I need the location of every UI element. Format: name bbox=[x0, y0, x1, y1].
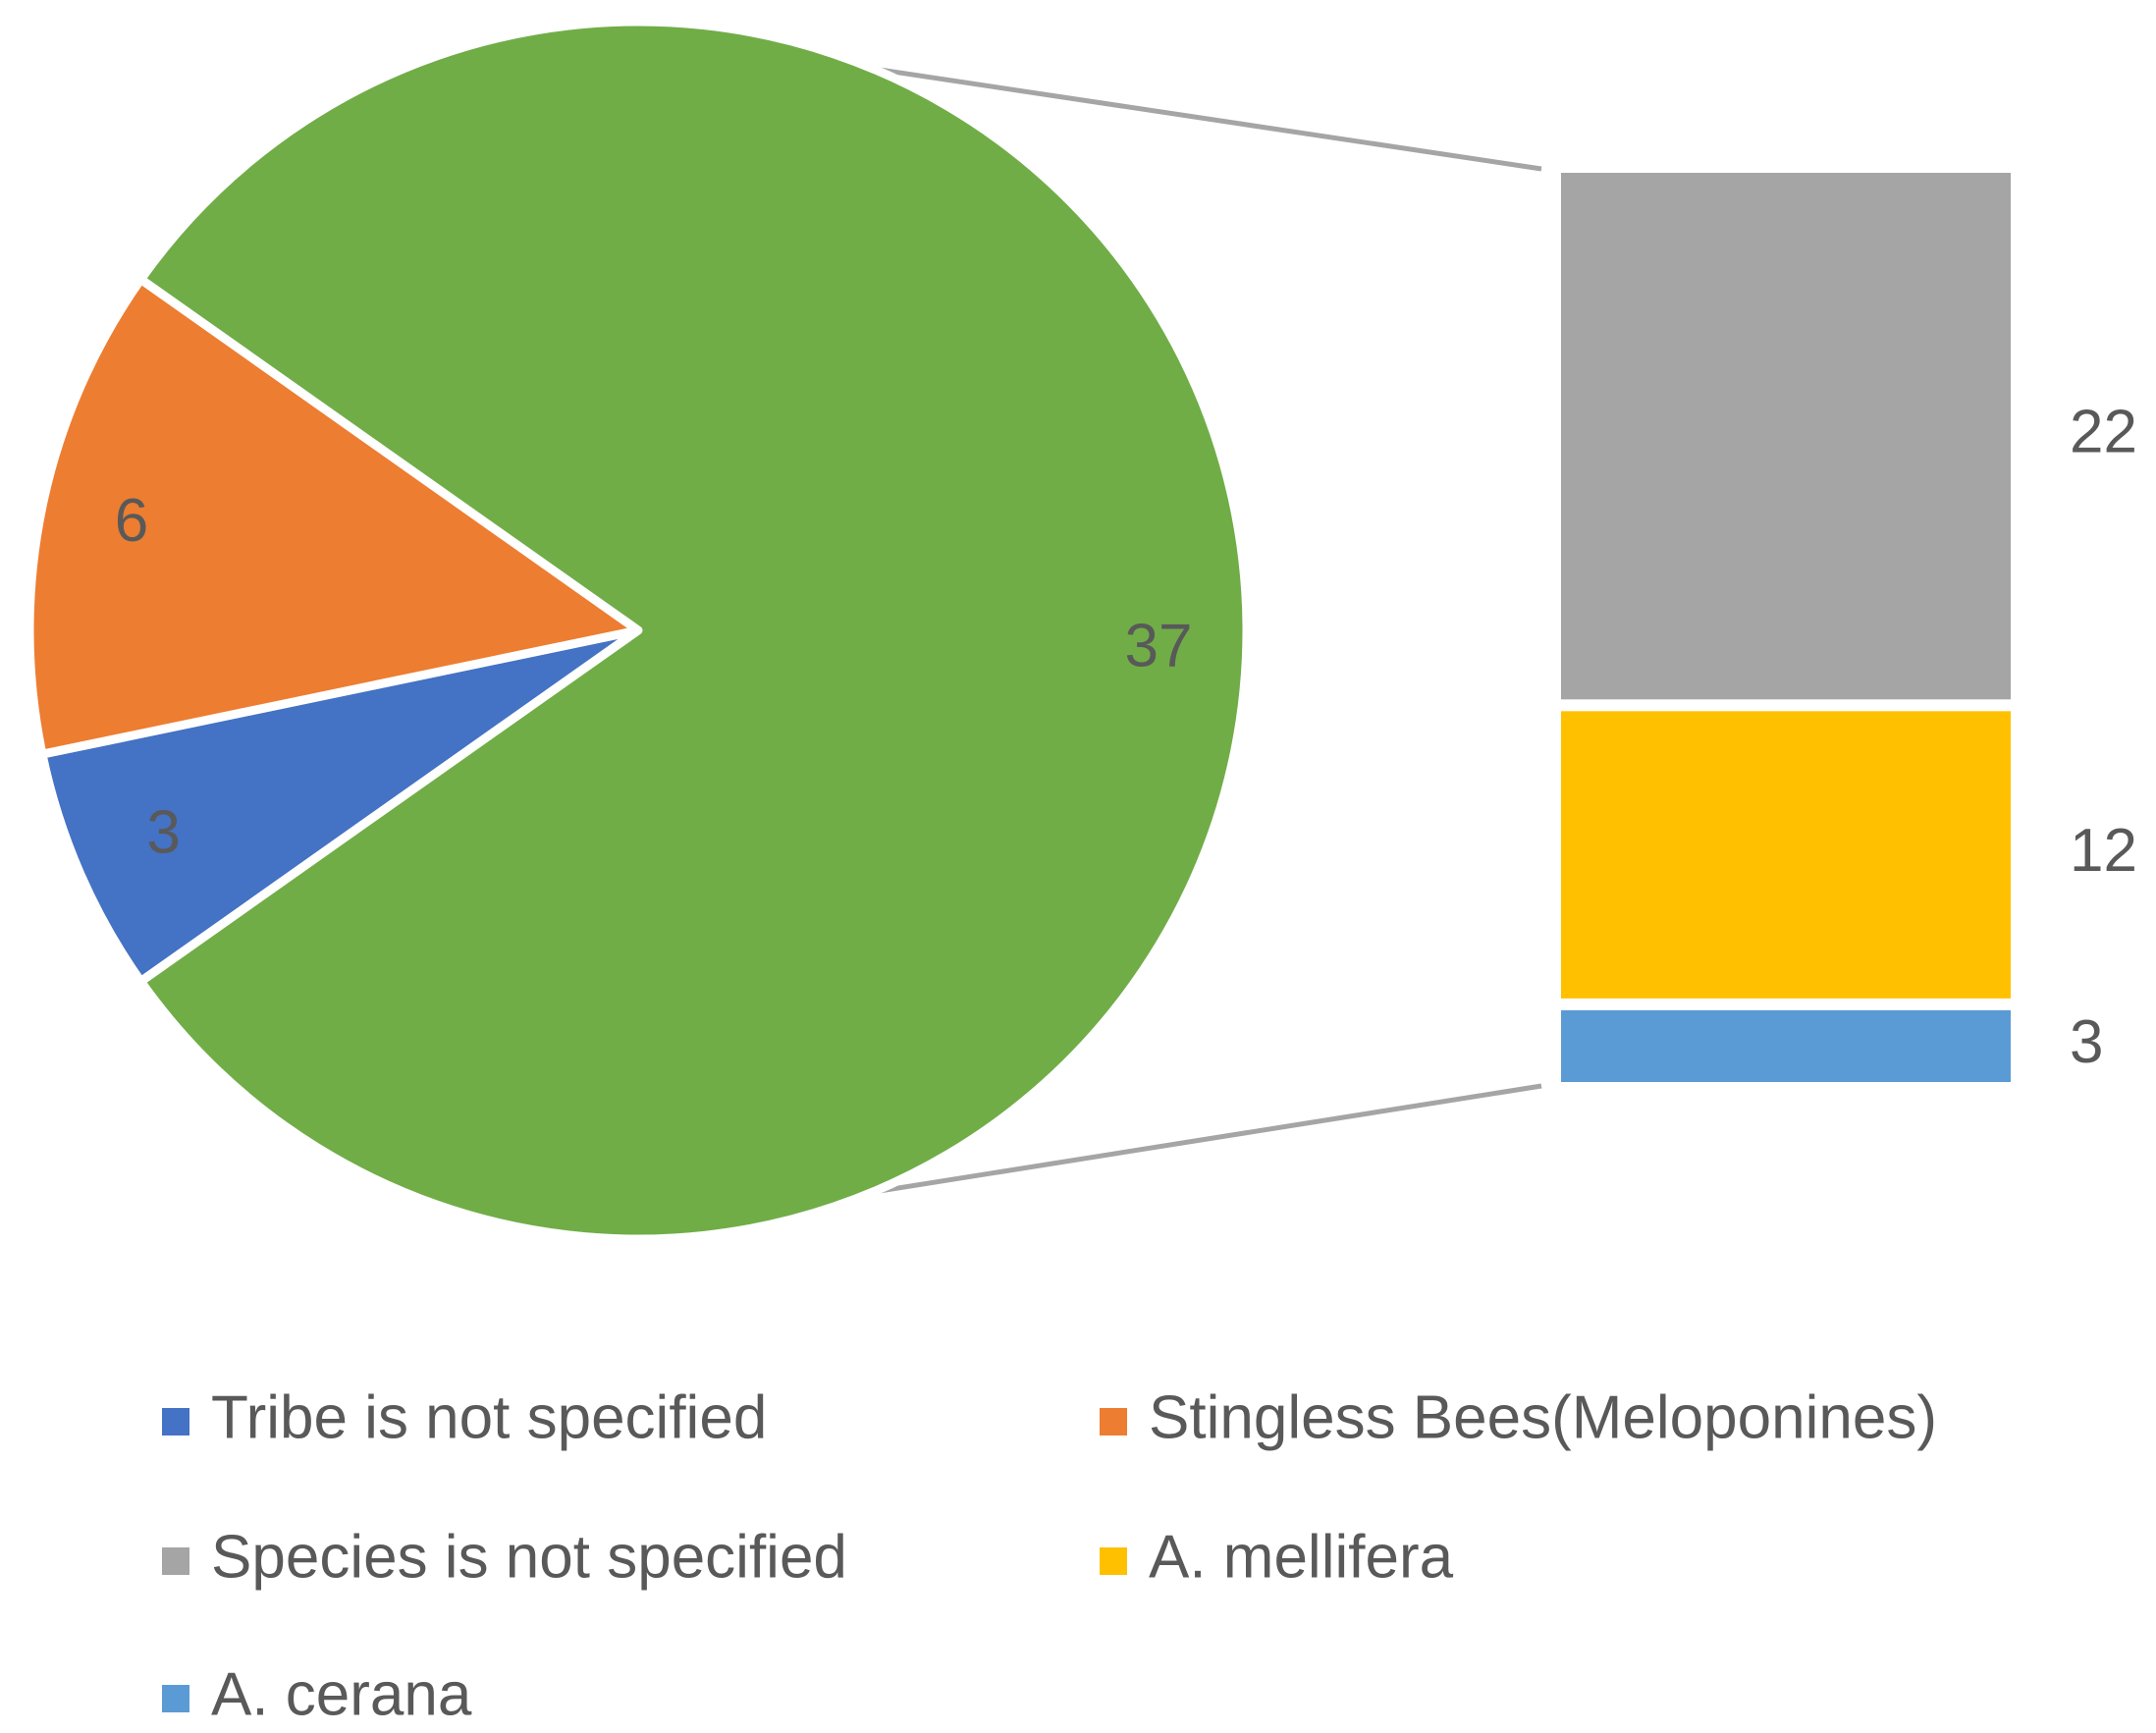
stacked-bar: 22 12 3 bbox=[1561, 173, 2137, 1082]
pie-data-label: 6 bbox=[115, 487, 148, 555]
bar-data-label: 3 bbox=[2070, 1008, 2103, 1076]
legend-swatch-stingless-bees-meloponines bbox=[1100, 1408, 1127, 1435]
bar-data-label: 22 bbox=[2070, 399, 2137, 466]
pie-slice-tribe-is-not-specified bbox=[37, 625, 643, 987]
bar-segment-a-cerana bbox=[1561, 1009, 2011, 1082]
legend-swatch-species-is-not-specified bbox=[162, 1547, 189, 1575]
pie-data-label: 3 bbox=[146, 798, 180, 866]
legend-label-a-mellifera: A. mellifera bbox=[1149, 1523, 1454, 1591]
pie-slice-other bbox=[135, 17, 1252, 1244]
bar-data-label: 12 bbox=[2070, 817, 2137, 885]
legend-label-tribe-is-not-specified: Tribe is not specified bbox=[211, 1383, 767, 1451]
pie-slice-stingless-bees-meloponines bbox=[25, 274, 643, 759]
bar-segment-a-mellifera bbox=[1561, 711, 2011, 999]
legend-swatch-tribe-is-not-specified bbox=[162, 1408, 189, 1435]
legend: Tribe is not specified Stingless Bees(Mel… bbox=[162, 1383, 1937, 1728]
pie: 3 6 37 bbox=[25, 17, 1252, 1244]
legend-label-a-cerana: A. cerana bbox=[211, 1660, 472, 1728]
legend-label-species-is-not-specified: Species is not specified bbox=[211, 1523, 847, 1591]
legend-swatch-a-mellifera bbox=[1100, 1547, 1127, 1575]
bar-segment-species-is-not-specified bbox=[1561, 173, 2011, 700]
pie-data-label: 37 bbox=[1125, 612, 1193, 679]
legend-label-stingless-bees-meloponines: Stingless Bees(Meloponines) bbox=[1149, 1383, 1937, 1451]
legend-swatch-a-cerana bbox=[162, 1685, 189, 1712]
